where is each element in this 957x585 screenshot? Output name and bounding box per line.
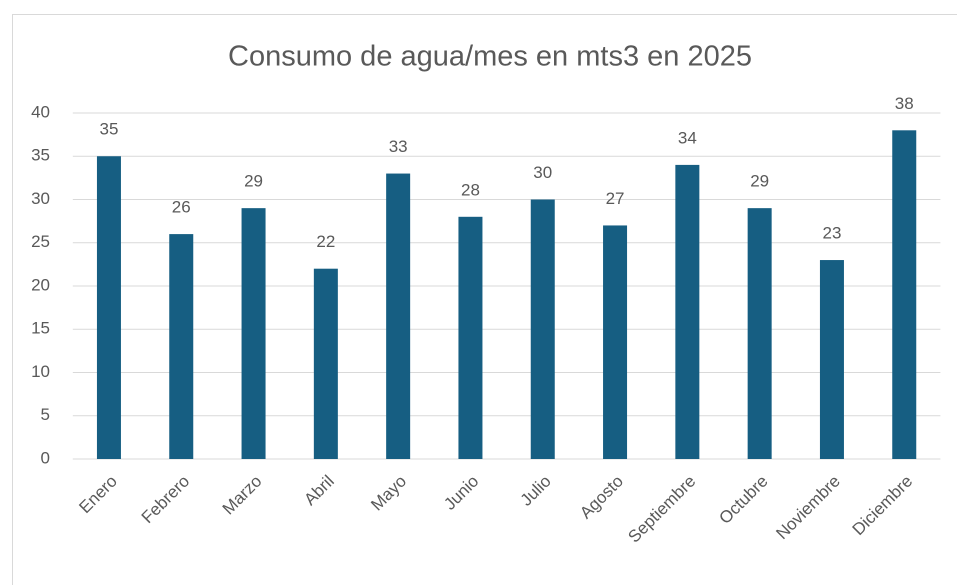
y-tick-label: 35 xyxy=(31,146,50,165)
y-tick-label: 20 xyxy=(31,275,50,294)
data-label: 27 xyxy=(606,189,625,208)
y-tick-label: 0 xyxy=(41,448,50,467)
data-label: 34 xyxy=(678,128,697,147)
bar xyxy=(386,173,411,460)
bar xyxy=(313,268,338,459)
bar xyxy=(747,208,772,459)
y-tick-label: 30 xyxy=(31,189,50,208)
data-label: 30 xyxy=(533,163,552,182)
data-label: 26 xyxy=(172,198,191,217)
y-tick-label: 40 xyxy=(31,102,50,121)
y-tick-label: 5 xyxy=(41,405,50,424)
bar xyxy=(169,234,194,459)
bar xyxy=(530,199,555,459)
y-tick-label: 15 xyxy=(31,319,50,338)
data-label: 33 xyxy=(389,137,408,156)
y-tick-label: 25 xyxy=(31,232,50,251)
bar xyxy=(603,225,628,459)
data-label: 35 xyxy=(99,120,118,139)
data-label: 28 xyxy=(461,180,480,199)
bar xyxy=(675,164,700,459)
y-tick-label: 10 xyxy=(31,362,50,381)
data-label: 23 xyxy=(822,224,841,243)
bar xyxy=(241,208,266,459)
bar xyxy=(96,156,121,459)
bar xyxy=(819,260,844,459)
data-label: 29 xyxy=(750,172,769,191)
chart-title: Consumo de agua/mes en mts3 en 2025 xyxy=(228,41,752,73)
data-label: 29 xyxy=(244,172,263,191)
bar xyxy=(458,216,483,459)
data-label: 38 xyxy=(895,94,914,113)
data-label: 22 xyxy=(316,232,335,251)
bar xyxy=(892,130,917,460)
